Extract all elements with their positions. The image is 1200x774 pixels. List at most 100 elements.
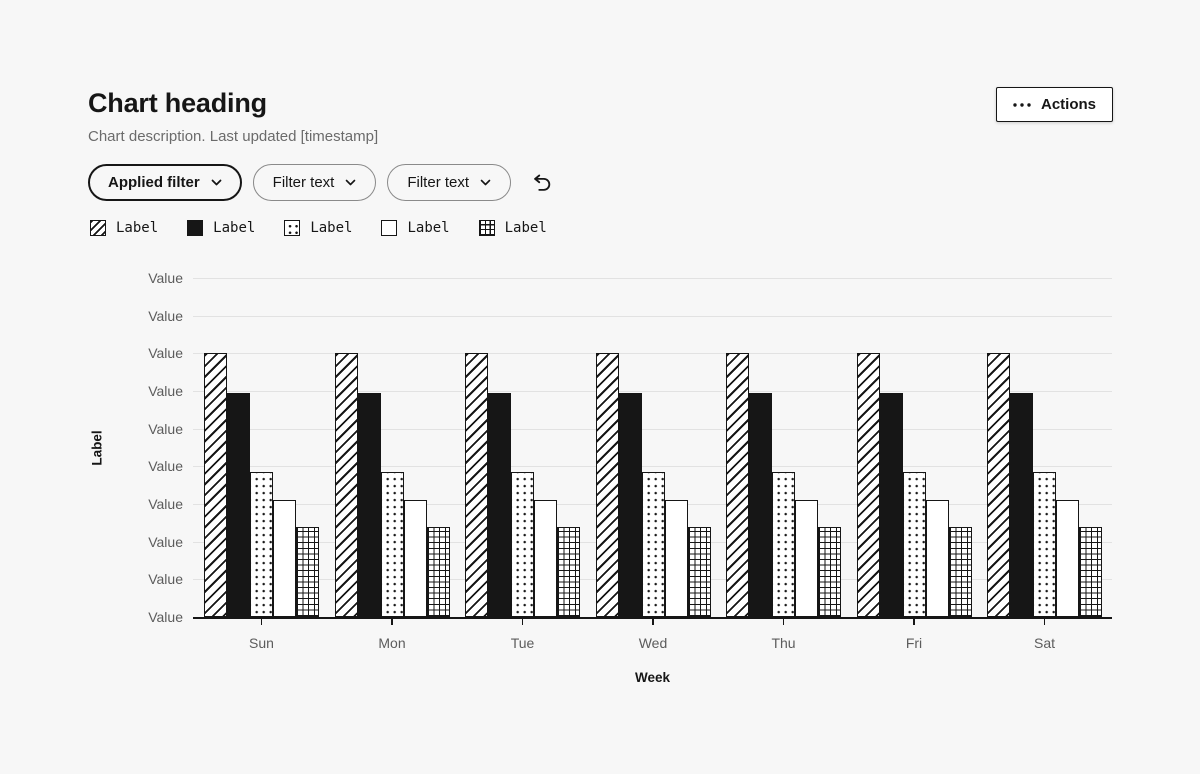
bar-solid-wed[interactable] bbox=[618, 392, 642, 617]
dots-pattern-swatch-icon bbox=[284, 220, 301, 236]
bar-solid-sat[interactable] bbox=[1010, 392, 1033, 617]
page-description: Chart description. Last updated [timesta… bbox=[88, 128, 379, 145]
diagonal-stripe-pattern-swatch-icon bbox=[90, 220, 106, 236]
filter-pill-1[interactable]: Filter text bbox=[252, 164, 377, 201]
legend-item-solid[interactable]: Label bbox=[187, 220, 255, 236]
bar-dots-fri[interactable] bbox=[902, 472, 926, 617]
x-tick-label: Mon bbox=[378, 635, 406, 651]
actions-button[interactable]: Actions bbox=[995, 87, 1113, 122]
x-axis-tick bbox=[1043, 618, 1046, 625]
bar-grid-wed[interactable] bbox=[687, 526, 711, 617]
bar-grid-fri[interactable] bbox=[948, 526, 972, 617]
bar-grid-sat[interactable] bbox=[1079, 526, 1102, 617]
solid-pattern-swatch-icon bbox=[187, 220, 204, 236]
x-axis-tick bbox=[913, 618, 915, 625]
bar-solid-thu[interactable] bbox=[749, 392, 772, 617]
y-tick-label: Value bbox=[148, 609, 183, 625]
gridline bbox=[193, 391, 1112, 392]
bar-dots-tue[interactable] bbox=[511, 472, 534, 617]
bar-diagonal-stripe-thu[interactable] bbox=[726, 353, 749, 617]
y-tick-label: Value bbox=[148, 496, 183, 512]
undo-icon bbox=[534, 174, 551, 191]
x-tick-label: Sun bbox=[249, 635, 274, 651]
gridline bbox=[193, 466, 1112, 468]
legend-item-diagonal-stripe[interactable]: Label bbox=[90, 220, 158, 236]
bar-grid-sun[interactable] bbox=[296, 526, 319, 617]
bar-plain-mon[interactable] bbox=[403, 500, 427, 617]
x-tick-label: Tue bbox=[510, 635, 535, 651]
overflow-menu-horizontal-icon bbox=[1013, 102, 1031, 107]
bar-diagonal-stripe-tue[interactable] bbox=[465, 353, 488, 617]
gridline bbox=[193, 428, 1112, 430]
actions-button-label: Actions bbox=[1040, 96, 1096, 113]
bar-plain-wed[interactable] bbox=[664, 500, 688, 617]
bar-diagonal-stripe-sat[interactable] bbox=[987, 353, 1010, 617]
bar-plain-sat[interactable] bbox=[1056, 500, 1079, 617]
y-tick-label: Value bbox=[148, 571, 183, 588]
bar-solid-fri[interactable] bbox=[879, 392, 903, 617]
bar-plain-tue[interactable] bbox=[534, 500, 557, 617]
legend-item-label: Label bbox=[407, 220, 450, 236]
legend-item-label: Label bbox=[213, 220, 256, 236]
bar-dots-mon[interactable] bbox=[380, 472, 404, 617]
bar-grid-mon[interactable] bbox=[426, 526, 450, 617]
bar-dots-sun[interactable] bbox=[250, 472, 273, 617]
y-tick-label: Value bbox=[148, 420, 183, 437]
bar-diagonal-stripe-mon[interactable] bbox=[334, 353, 358, 617]
bar-diagonal-stripe-sun[interactable] bbox=[204, 353, 227, 617]
bar-solid-tue[interactable] bbox=[488, 392, 511, 617]
grid-pattern-swatch-icon bbox=[478, 220, 495, 236]
x-tick-label: Thu bbox=[771, 635, 796, 651]
x-axis-tick bbox=[521, 618, 524, 625]
y-tick-label: Value bbox=[148, 345, 183, 362]
legend-item-dots[interactable]: Label bbox=[284, 220, 352, 236]
legend-item-plain[interactable]: Label bbox=[381, 220, 450, 236]
legend-item-grid[interactable]: Label bbox=[478, 220, 547, 236]
x-axis-tick bbox=[391, 618, 393, 625]
bar-dots-wed[interactable] bbox=[641, 472, 665, 617]
x-axis-line bbox=[193, 616, 1112, 619]
y-tick-label: Value bbox=[148, 270, 183, 286]
bar-plain-thu[interactable] bbox=[795, 500, 818, 617]
x-axis-title: Week bbox=[634, 670, 671, 685]
bar-grid-tue[interactable] bbox=[557, 526, 580, 617]
gridline bbox=[193, 278, 1112, 279]
bar-plain-fri[interactable] bbox=[925, 500, 949, 617]
y-tick-label: Value bbox=[148, 307, 183, 324]
bar-dots-thu[interactable] bbox=[772, 472, 795, 617]
applied-filter-pill[interactable]: Applied filter bbox=[88, 164, 242, 201]
x-tick-label: Fri bbox=[905, 635, 923, 651]
legend-item-label: Label bbox=[504, 220, 547, 236]
plain-pattern-swatch-icon bbox=[381, 220, 398, 236]
y-tick-label: Value bbox=[148, 533, 183, 550]
x-axis-tick bbox=[652, 618, 654, 625]
x-axis-tick bbox=[782, 618, 785, 625]
bar-diagonal-stripe-fri[interactable] bbox=[856, 353, 880, 617]
x-tick-label: Wed bbox=[638, 635, 668, 651]
bar-solid-mon[interactable] bbox=[357, 392, 381, 617]
gridline bbox=[193, 353, 1112, 355]
x-axis-tick bbox=[260, 618, 263, 625]
filter-pill-2-label: Filter text bbox=[407, 174, 470, 191]
applied-filter-label: Applied filter bbox=[108, 174, 200, 191]
bar-diagonal-stripe-wed[interactable] bbox=[595, 353, 619, 617]
filter-pill-2[interactable]: Filter text bbox=[387, 164, 512, 201]
chevron-down-icon bbox=[346, 179, 356, 186]
page-title: Chart heading bbox=[88, 88, 267, 118]
bar-grid-thu[interactable] bbox=[818, 526, 841, 617]
page-header: Chart heading Chart description. Last up… bbox=[88, 88, 378, 145]
chevron-down-icon bbox=[480, 179, 491, 186]
filter-bar: Applied filter Filter text Filter text bbox=[88, 164, 556, 201]
y-axis-title: Label bbox=[89, 430, 105, 466]
y-tick-label: Value bbox=[148, 383, 183, 399]
legend-item-label: Label bbox=[116, 220, 159, 236]
bar-solid-sun[interactable] bbox=[227, 392, 250, 617]
x-tick-label: Sat bbox=[1033, 635, 1055, 651]
bar-dots-sat[interactable] bbox=[1033, 472, 1056, 617]
reset-filters-button[interactable] bbox=[528, 169, 556, 197]
legend-item-label: Label bbox=[310, 220, 353, 236]
filter-pill-1-label: Filter text bbox=[272, 174, 335, 191]
bar-plain-sun[interactable] bbox=[273, 500, 296, 617]
